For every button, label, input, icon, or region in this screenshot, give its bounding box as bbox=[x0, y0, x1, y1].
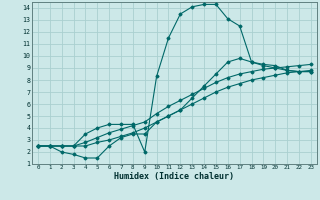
X-axis label: Humidex (Indice chaleur): Humidex (Indice chaleur) bbox=[115, 172, 234, 181]
